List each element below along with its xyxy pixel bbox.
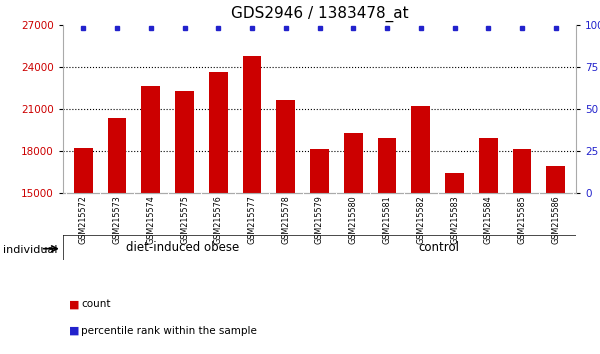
Text: GSM215581: GSM215581 <box>383 195 392 244</box>
Text: individual: individual <box>3 245 58 255</box>
Bar <box>378 138 396 354</box>
Text: GSM215584: GSM215584 <box>484 195 493 244</box>
Bar <box>513 149 531 354</box>
Text: GSM215576: GSM215576 <box>214 195 223 244</box>
Bar <box>412 106 430 354</box>
Bar <box>310 149 329 354</box>
Bar <box>74 148 92 354</box>
Text: ■: ■ <box>69 326 79 336</box>
Bar <box>445 173 464 354</box>
Text: ■: ■ <box>69 299 79 309</box>
Text: GSM215573: GSM215573 <box>113 195 121 244</box>
Text: GSM215578: GSM215578 <box>281 195 290 244</box>
Text: GSM215586: GSM215586 <box>551 195 560 244</box>
Text: diet-induced obese: diet-induced obese <box>126 241 239 254</box>
Text: percentile rank within the sample: percentile rank within the sample <box>81 326 257 336</box>
Bar <box>108 118 126 354</box>
Text: GSM215575: GSM215575 <box>180 195 189 244</box>
Text: GSM215582: GSM215582 <box>416 195 425 244</box>
Text: GSM215579: GSM215579 <box>315 195 324 244</box>
Text: GSM215585: GSM215585 <box>517 195 527 244</box>
Text: GSM215572: GSM215572 <box>79 195 88 244</box>
Text: GSM215583: GSM215583 <box>450 195 459 244</box>
Bar <box>209 73 227 354</box>
Text: GSM215577: GSM215577 <box>248 195 257 244</box>
Text: count: count <box>81 299 110 309</box>
Bar <box>547 166 565 354</box>
Text: GSM215580: GSM215580 <box>349 195 358 244</box>
Bar <box>243 56 261 354</box>
Text: GSM215574: GSM215574 <box>146 195 155 244</box>
Bar <box>175 91 194 354</box>
Bar <box>277 101 295 354</box>
Title: GDS2946 / 1383478_at: GDS2946 / 1383478_at <box>230 6 409 22</box>
Bar <box>142 86 160 354</box>
Bar <box>344 133 362 354</box>
Bar <box>479 138 497 354</box>
Text: control: control <box>419 241 460 254</box>
